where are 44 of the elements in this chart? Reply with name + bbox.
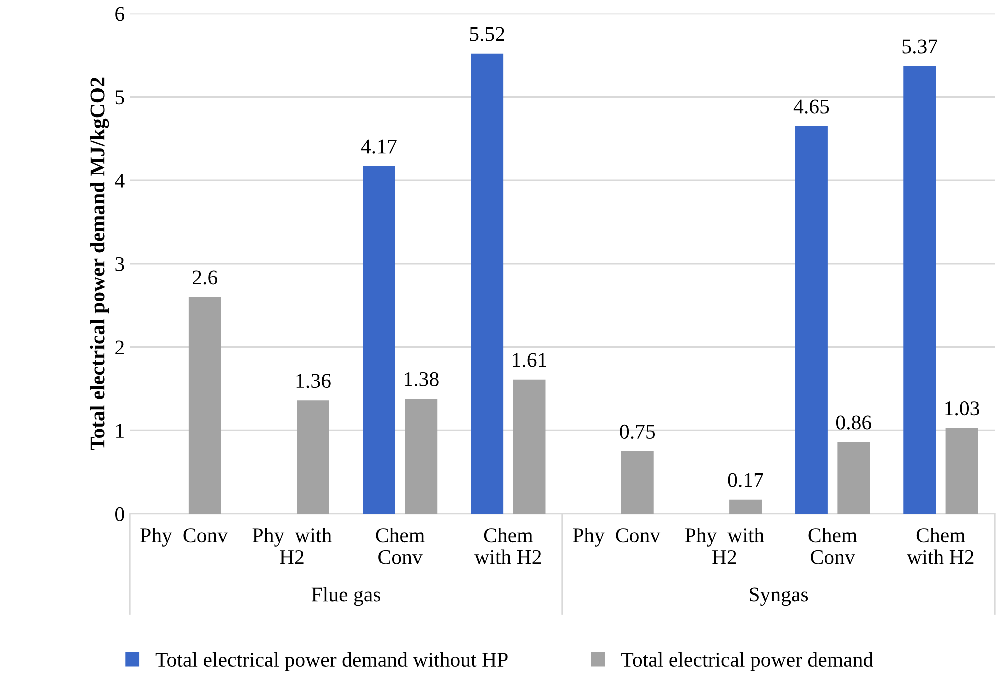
- data-label: 1.36: [296, 374, 331, 388]
- bar: [188, 297, 222, 514]
- legend-label: Total electrical power demand without HP: [156, 652, 508, 672]
- bar: [405, 398, 438, 514]
- y-axis-title: Total electrical power demand MJ/kgCO2: [90, 78, 110, 451]
- bar: [297, 400, 330, 514]
- x-tick-label: Chem with H2: [907, 528, 974, 564]
- y-tick-label: 3: [116, 257, 124, 272]
- bar: [513, 380, 546, 514]
- x-tick-label: Phy Conv: [140, 528, 228, 547]
- bar: [471, 54, 504, 514]
- data-label: 5.52: [470, 27, 504, 42]
- y-tick-label: 4: [115, 174, 125, 188]
- data-label: 0.86: [836, 416, 872, 430]
- data-label: 4.17: [361, 140, 397, 154]
- legend-label: Total electrical power demand: [622, 652, 874, 672]
- data-label: 4.65: [794, 100, 830, 114]
- bar: [904, 66, 936, 514]
- y-tick-label: 6: [116, 7, 125, 22]
- bar: [946, 428, 978, 514]
- bar: [796, 126, 828, 514]
- data-label: 1.38: [405, 372, 439, 387]
- data-label: 5.37: [902, 40, 938, 54]
- y-tick-label: 5: [116, 90, 124, 105]
- x-tick-label: Phy Conv: [573, 528, 661, 547]
- text: Syngas: [750, 588, 808, 606]
- data-label: 0.17: [728, 473, 764, 488]
- bar: [730, 500, 762, 514]
- y-tick-label: 0: [116, 507, 124, 522]
- x-tick-label: Chem Conv: [376, 528, 425, 564]
- y-tick-label: 1: [116, 424, 124, 438]
- x-tick-label: Phy with H2: [685, 528, 764, 564]
- x-tick-label: Chem Conv: [808, 528, 858, 564]
- bar: [363, 166, 396, 514]
- data-label: 1.61: [513, 353, 546, 368]
- text: Flue gas: [312, 587, 381, 606]
- x-tick-label: Chem with H2: [474, 528, 542, 564]
- y-tick-label: 2: [116, 340, 124, 355]
- data-label: 0.75: [620, 424, 656, 440]
- x-tick-label: Phy with H2: [252, 528, 332, 564]
- bar: [621, 452, 654, 514]
- data-label: 2.6: [193, 270, 218, 285]
- data-label: 1.03: [946, 402, 980, 416]
- bar: [838, 442, 870, 514]
